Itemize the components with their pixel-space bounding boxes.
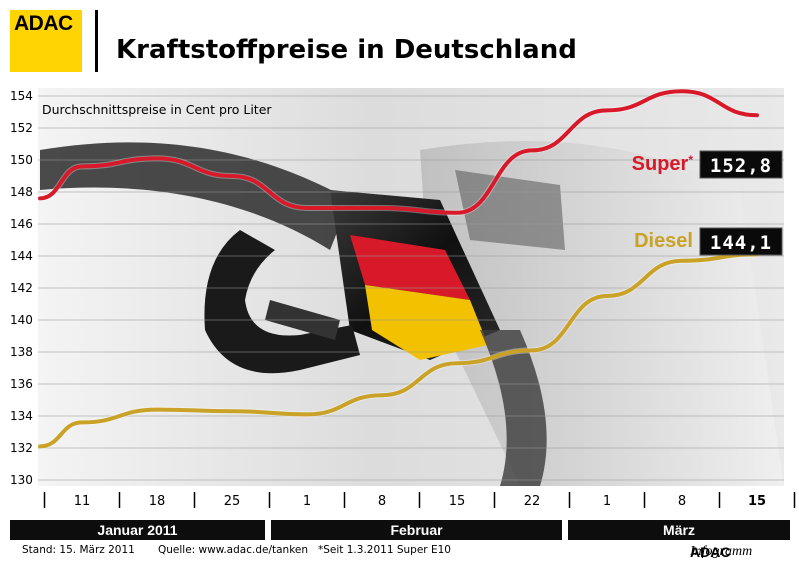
x-axis-ticks: 11 18 25 1 8 15 22 1 8 15 — [43, 492, 796, 509]
adac-logo: ADAC — [10, 10, 82, 72]
y-tick-label: 150 — [10, 153, 33, 167]
month-label-februar: Februar — [271, 520, 562, 540]
y-tick-label: 140 — [10, 313, 33, 327]
price-display-box — [699, 150, 783, 179]
series-line-super — [38, 89, 759, 215]
x-tick-label: 11 — [74, 494, 91, 509]
y-tick-label: 130 — [10, 473, 33, 487]
footer-note: *Seit 1.3.2011 Super E10 — [318, 544, 451, 556]
y-axis-ticks: 130 132 134 136 138 140 142 144 146 148 150 152 154 — [10, 89, 33, 487]
x-tick-label: 15 — [449, 494, 466, 509]
series-labels: Super* 152,8 Diesel 144,1 — [632, 150, 783, 256]
price-display-value: 144,1 — [710, 232, 772, 254]
footer-brand-infogramm: Infogramm — [690, 544, 753, 559]
x-tick-label: 1 — [603, 494, 611, 509]
y-tick-label: 136 — [10, 377, 33, 391]
series-name-diesel: Diesel — [634, 230, 693, 252]
y-tick-label: 134 — [10, 409, 33, 423]
series-name-super: Super* — [632, 153, 694, 175]
series-name-marker: * — [688, 153, 693, 167]
footer-source: Quelle: www.adac.de/tanken — [158, 544, 309, 556]
footer-stand: Stand: 15. März 2011 — [22, 544, 135, 556]
x-tick-label: 22 — [524, 494, 541, 509]
x-tick-label: 8 — [378, 494, 386, 509]
month-label-januar: Januar 2011 — [10, 520, 265, 540]
y-tick-label: 144 — [10, 249, 33, 263]
logo-text: ADAC — [14, 12, 73, 35]
footer-brand-adac: ADAC — [690, 544, 731, 560]
price-display-value: 152,8 — [710, 155, 772, 177]
footer: Stand: 15. März 2011 Quelle: www.adac.de… — [0, 541, 799, 572]
chart-subtitle: Durchschnittspreise in Cent pro Liter — [42, 102, 272, 117]
header: ADAC Kraftstoffpreise in Deutschland — [0, 0, 799, 78]
x-tick-label: 25 — [224, 494, 241, 509]
x-tick-label: 18 — [149, 494, 166, 509]
chart-title: Kraftstoffpreise in Deutschland — [116, 35, 577, 65]
y-tick-label: 146 — [10, 217, 33, 231]
y-tick-label: 154 — [10, 89, 33, 103]
x-tick-label: 8 — [678, 494, 686, 509]
series-line-diesel — [38, 252, 759, 449]
header-divider — [95, 10, 98, 72]
y-tick-label: 138 — [10, 345, 33, 359]
x-tick-label: 1 — [303, 494, 311, 509]
month-label-maerz: März — [568, 520, 790, 540]
series-lines — [38, 88, 759, 450]
price-display-box — [699, 227, 783, 256]
background-photo — [38, 88, 784, 486]
x-axis — [0, 486, 799, 518]
x-tick-label: 15 — [748, 494, 766, 509]
y-tick-label: 132 — [10, 441, 33, 455]
y-tick-label: 152 — [10, 121, 33, 135]
y-tick-label: 148 — [10, 185, 33, 199]
y-tick-label: 142 — [10, 281, 33, 295]
